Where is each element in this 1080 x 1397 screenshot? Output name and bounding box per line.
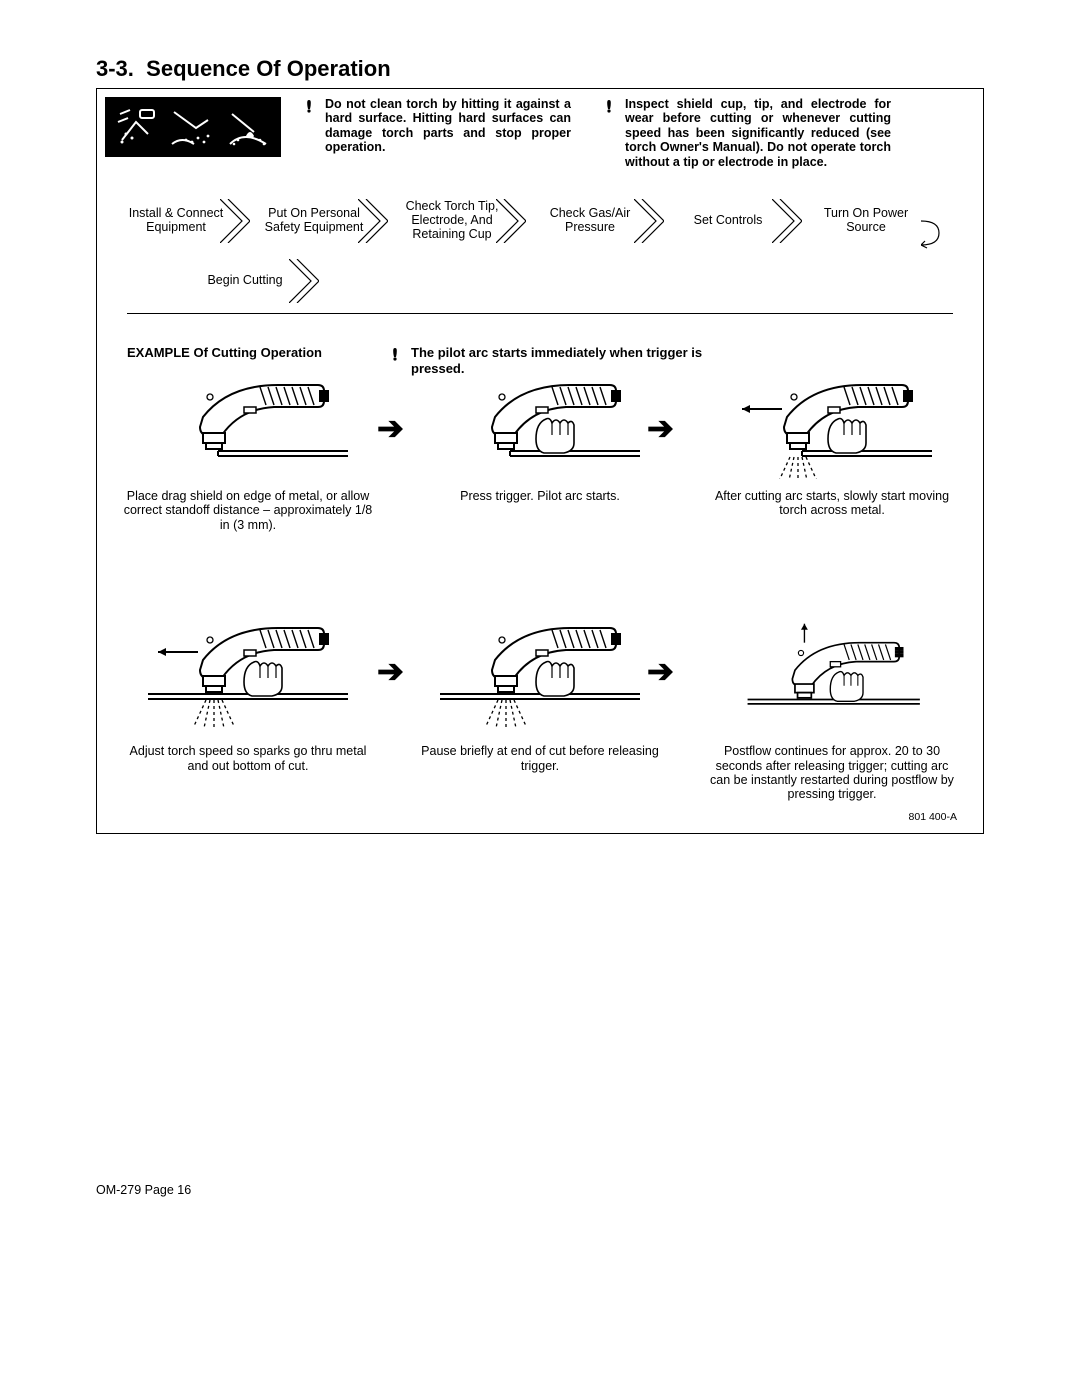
alert-icon [601,98,617,116]
warning-text-a: Do not clean torch by hitting it against… [325,97,571,155]
alert-icon [301,98,317,116]
hazard-fire-icon [224,102,274,152]
example-heading-row: EXAMPLE Of Cutting Operation The pilot a… [127,345,953,376]
sequence-flowchart: Install & Connect Equipment Put On Perso… [111,199,969,309]
page-footer: OM-279 Page 16 [96,1183,191,1197]
loop-arrow-icon [921,199,951,259]
operation-panel: Do not clean torch by hitting it against… [96,88,984,834]
flow-step-5: Set Controls [663,199,793,243]
torch-steps-grid: Place drag shield on edge of metal, or a… [117,379,963,802]
diagram-code: 801 400-A [909,811,957,823]
manual-page: 3-3. Sequence Of Operation [0,0,1080,1397]
warning-col-a: Do not clean torch by hitting it against… [301,97,571,169]
arrow-right-icon: ➔ [647,652,674,690]
example-label: EXAMPLE Of Cutting Operation [127,345,387,376]
torch-illustration [732,379,932,479]
torch-illustration [148,379,348,479]
torch-step-1: Place drag shield on edge of metal, or a… [117,379,379,532]
warning-row: Do not clean torch by hitting it against… [97,89,983,173]
hazard-pictograms [105,97,281,157]
torch-step-6: Postflow continues for approx. 20 to 30 … [701,622,963,802]
arrow-right-icon: ➔ [647,409,674,447]
torch-step-5: Pause briefly at end of cut before relea… [409,622,671,773]
alert-icon [387,346,403,364]
warning-text-b: Inspect shield cup, tip, and electrode f… [625,97,891,169]
section-number: 3-3. [96,56,134,81]
flow-step-3: Check Torch Tip, Electrode, And Retainin… [387,199,517,243]
flow-step-1: Install & Connect Equipment [111,199,241,243]
divider-line [127,313,953,314]
torch-illustration [732,622,932,734]
warning-col-b: Inspect shield cup, tip, and electrode f… [601,97,891,169]
torch-illustration [440,622,640,734]
torch-caption: After cutting arc starts, slowly start m… [701,489,963,518]
flow-step-2: Put On Personal Safety Equipment [249,199,379,243]
torch-illustration [148,622,348,734]
torch-caption: Press trigger. Pilot arc starts. [409,489,671,503]
flow-step-6: Turn On Power Source [801,199,931,243]
flow-step-7: Begin Cutting [180,259,310,303]
torch-step-2: Press trigger. Pilot arc starts. [409,379,671,503]
torch-caption: Postflow continues for approx. 20 to 30 … [701,744,963,802]
section-title-text: Sequence Of Operation [146,56,391,81]
torch-row-2: Adjust torch speed so sparks go thru met… [117,622,963,802]
arrow-right-icon: ➔ [377,652,404,690]
torch-caption: Adjust torch speed so sparks go thru met… [117,744,379,773]
torch-caption: Place drag shield on edge of metal, or a… [117,489,379,532]
hazard-debris-icon [112,102,162,152]
torch-step-4: Adjust torch speed so sparks go thru met… [117,622,379,773]
hazard-strike-icon [168,102,218,152]
torch-caption: Pause briefly at end of cut before relea… [409,744,671,773]
torch-illustration [440,379,640,479]
torch-step-3: After cutting arc starts, slowly start m… [701,379,963,518]
flow-step-4: Check Gas/Air Pressure [525,199,655,243]
torch-row-1: Place drag shield on edge of metal, or a… [117,379,963,532]
section-heading: 3-3. Sequence Of Operation [96,56,984,82]
arrow-right-icon: ➔ [377,409,404,447]
pilot-note: The pilot arc starts immediately when tr… [387,345,727,376]
